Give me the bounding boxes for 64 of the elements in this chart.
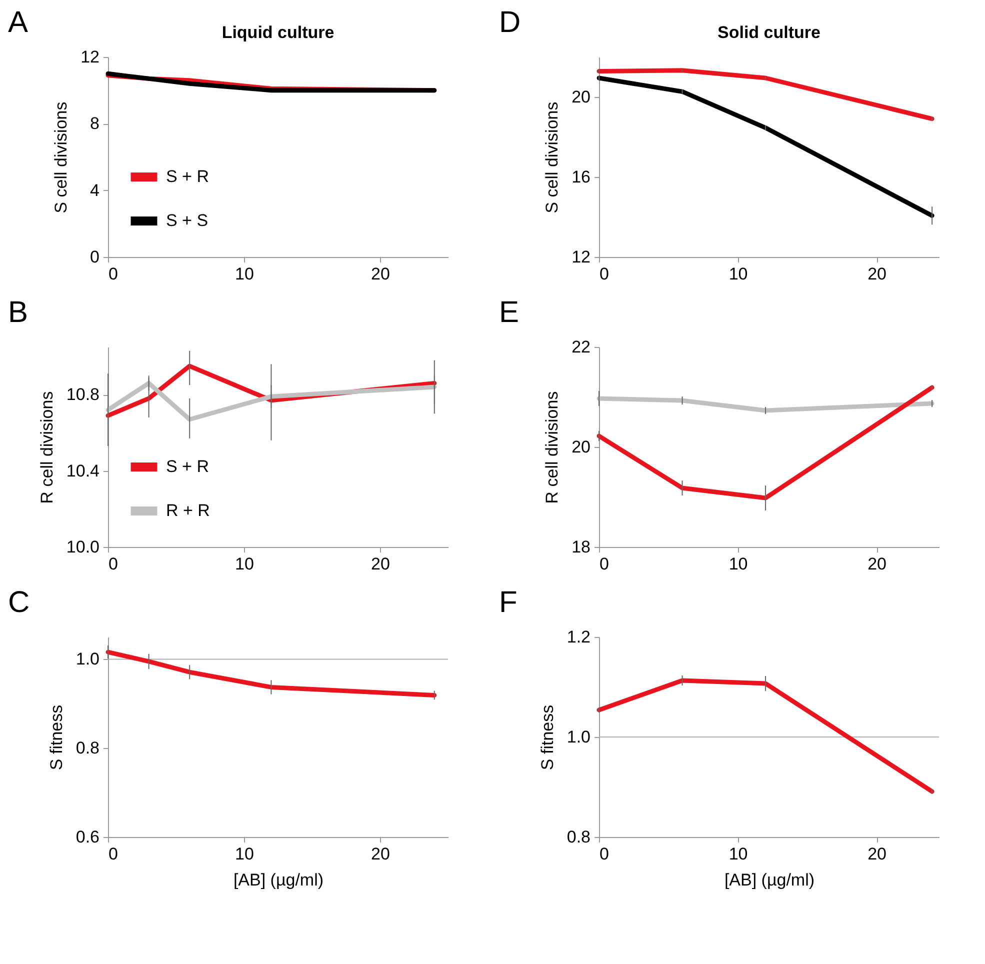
text: C: [8, 586, 30, 619]
y-axis-title: S fitness: [538, 704, 557, 770]
chart-title: Liquid culture: [222, 23, 334, 42]
y-tick-label: 0: [90, 248, 100, 266]
y-tick-label: 0.8: [76, 738, 100, 758]
y-tick-label: 4: [90, 180, 100, 200]
legend-label: S + S: [166, 211, 208, 230]
y-tick-label: 12: [80, 48, 100, 66]
line-series: [596, 678, 934, 794]
line-series: [596, 385, 934, 500]
x-tick-label: 20: [371, 844, 390, 864]
x-axis-title: [AB] (µg/ml): [724, 870, 815, 890]
legend-label: R + R: [166, 501, 210, 520]
x-tick-label: 20: [371, 264, 390, 284]
text: B: [8, 296, 28, 329]
x-tick-label: 0: [600, 264, 609, 284]
y-tick-label: 10.4: [66, 461, 100, 480]
chart-title: Solid culture: [718, 23, 820, 42]
text: A: [8, 6, 28, 39]
text: E: [499, 296, 520, 329]
y-tick-label: 20: [572, 88, 590, 106]
x-tick-label: 20: [371, 554, 390, 574]
y-tick-label: 12: [572, 248, 590, 266]
legend-label: S + R: [166, 167, 209, 186]
legend-label: S + R: [166, 457, 209, 476]
y-tick-label: 10.0: [66, 538, 100, 556]
x-axis-title: [AB] (µg/ml): [233, 870, 324, 890]
x-tick-label: 0: [108, 844, 118, 864]
x-tick-label: 10: [728, 554, 748, 574]
x-tick-label: 20: [868, 264, 887, 284]
line-series: [596, 396, 934, 413]
x-tick-label: 0: [600, 844, 609, 864]
y-axis-title: R cell divisions: [542, 391, 562, 504]
y-tick-label: 1.2: [566, 628, 590, 646]
line-series: [106, 650, 437, 698]
x-tick-label: 10: [235, 264, 254, 284]
y-tick-label: 0.6: [76, 828, 100, 846]
y-axis-title: R cell divisions: [37, 391, 56, 504]
y-tick-label: 8: [90, 114, 100, 134]
y-axis-title: S fitness: [46, 704, 66, 770]
x-tick-label: 10: [728, 264, 748, 284]
y-axis-title: S cell divisions: [542, 102, 562, 214]
y-tick-label: 16: [572, 168, 590, 186]
text: F: [499, 586, 518, 619]
x-tick-label: 10: [235, 844, 254, 864]
text: D: [499, 6, 521, 39]
x-tick-label: 20: [868, 554, 887, 574]
line-series: [596, 76, 934, 218]
y-tick-label: 18: [572, 538, 590, 556]
y-tick-label: 22: [572, 338, 590, 356]
y-tick-label: 10.8: [66, 385, 100, 404]
x-tick-label: 0: [600, 554, 609, 574]
y-tick-label: 0.8: [566, 828, 590, 846]
y-tick-label: 1.0: [76, 650, 100, 669]
line-series: [596, 68, 934, 122]
y-tick-label: 20: [572, 438, 590, 456]
x-tick-label: 20: [868, 844, 887, 864]
x-tick-label: 0: [108, 264, 118, 284]
x-tick-label: 0: [108, 554, 118, 574]
y-tick-label: 1.0: [566, 728, 590, 746]
x-tick-label: 10: [235, 554, 254, 574]
x-tick-label: 10: [728, 844, 748, 864]
line-series: [106, 380, 437, 422]
y-axis-title: S cell divisions: [52, 102, 71, 214]
